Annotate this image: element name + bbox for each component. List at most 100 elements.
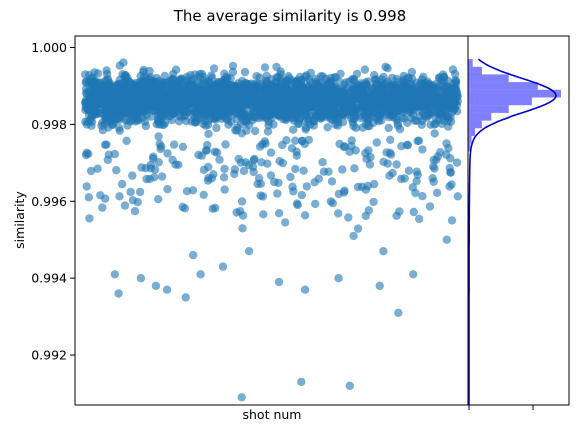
scatter-point (272, 73, 281, 82)
scatter-point (379, 247, 388, 256)
scatter-point (348, 105, 357, 114)
scatter-point (120, 201, 130, 210)
scatter-point (108, 120, 117, 129)
scatter-point (218, 262, 228, 271)
scatter-point (199, 190, 208, 199)
scatter-point (221, 93, 230, 103)
scatter-point (236, 101, 245, 111)
scatter-point (112, 166, 121, 175)
scatter-point (369, 197, 378, 207)
scatter-point (395, 207, 404, 216)
scatter-point (334, 274, 343, 283)
scatter-point (414, 214, 424, 224)
scatter-point (319, 93, 328, 102)
scatter-point (287, 144, 297, 153)
scatter-point (432, 93, 441, 103)
scatter-point (102, 109, 112, 119)
scatter-point (403, 140, 412, 150)
scatter-point (339, 142, 349, 152)
scatter-point (441, 92, 450, 101)
scatter-point (281, 218, 290, 227)
histogram-bar (468, 66, 482, 75)
scatter-point (87, 121, 96, 130)
scatter-point (214, 100, 223, 109)
scatter-point (241, 158, 250, 167)
scatter-point (237, 197, 247, 206)
scatter-point (168, 155, 177, 165)
scatter-point (115, 126, 125, 135)
scatter-point (274, 209, 284, 218)
scatter-point (146, 164, 156, 173)
histogram-frame (467, 35, 570, 406)
scatter-point (324, 167, 333, 176)
y-tick-label: 0.996 (31, 194, 67, 209)
scatter-point (397, 174, 406, 184)
scatter-point (389, 97, 399, 107)
scatter-point (117, 179, 127, 189)
scatter-point (249, 167, 258, 177)
scatter-point (221, 140, 230, 149)
scatter-point (409, 207, 418, 217)
scatter-point (177, 85, 186, 95)
scatter-point (369, 179, 379, 189)
scatter-point (350, 164, 359, 173)
scatter-point (188, 186, 198, 195)
scatter-point (170, 93, 179, 102)
scatter-point (397, 96, 407, 105)
scatter-point (186, 83, 195, 93)
x-axis-label: shot num (243, 407, 302, 422)
scatter-point (338, 165, 347, 174)
scatter-point (137, 163, 146, 172)
scatter-point (299, 101, 308, 110)
scatter-point (145, 95, 154, 104)
scatter-point (366, 152, 375, 162)
scatter-point (182, 91, 191, 101)
scatter-point (334, 209, 343, 218)
histogram-bar (468, 143, 471, 152)
scatter-point (81, 70, 90, 79)
scatter-point (311, 74, 320, 84)
outlier-points-layer (110, 231, 451, 402)
scatter-point (338, 118, 348, 127)
scatter-point (323, 123, 332, 132)
scatter-point (432, 155, 441, 164)
scatter-point (126, 187, 135, 197)
scatter-point (130, 207, 140, 216)
scatter-point (323, 112, 333, 122)
scatter-point (220, 185, 229, 194)
scatter-point (153, 100, 163, 109)
scatter-point (285, 106, 294, 115)
scatter-point (247, 96, 257, 106)
scatter-point (442, 235, 451, 244)
scatter-point (384, 123, 393, 133)
scatter-point (196, 270, 205, 279)
scatter-point (135, 187, 145, 197)
scatter-point (327, 177, 337, 186)
scatter-point (342, 96, 351, 105)
scatter-point (432, 106, 442, 115)
scatter-point (300, 211, 310, 220)
scatter-point (299, 166, 308, 175)
histogram-bar (468, 135, 472, 144)
scatter-point (347, 141, 356, 151)
scatter-point (169, 140, 179, 149)
scatter-point (393, 119, 402, 128)
scatter-point (318, 72, 328, 81)
scatter-point (110, 270, 120, 279)
scatter-point (81, 78, 90, 87)
scatter-point (414, 136, 424, 145)
scatter-point (127, 116, 136, 125)
scatter-point (162, 285, 172, 294)
scatter-point (412, 177, 421, 186)
histogram-bar (468, 59, 473, 67)
histogram-bar (468, 82, 538, 90)
scatter-point (102, 140, 111, 149)
scatter-point (429, 162, 438, 171)
scatter-point (354, 81, 363, 90)
scatter-point (194, 150, 203, 160)
scatter-point (446, 154, 455, 163)
scatter-point (288, 182, 297, 191)
scatter-point (115, 192, 124, 201)
scatter-point (256, 191, 265, 200)
scatter-point (98, 203, 107, 212)
